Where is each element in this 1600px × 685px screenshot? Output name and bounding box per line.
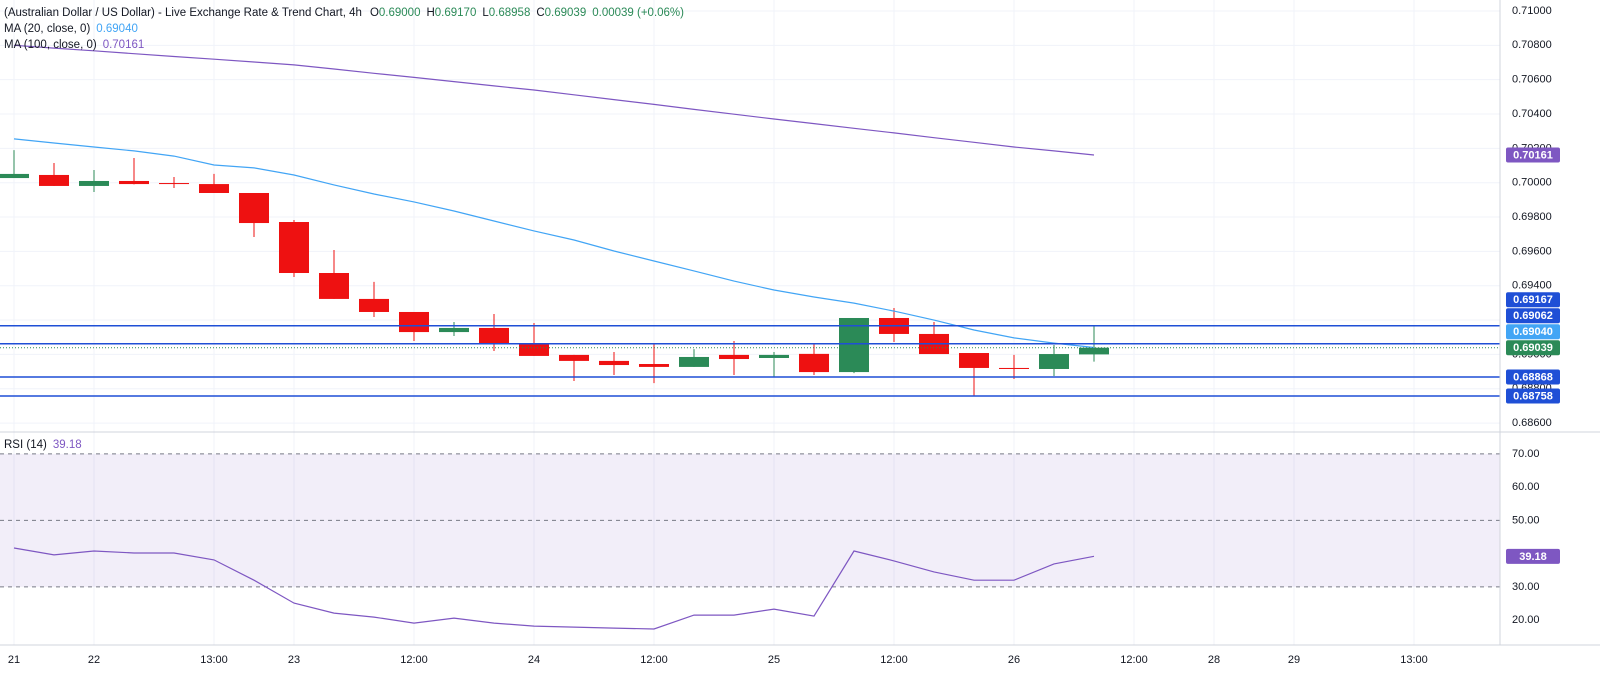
x-tick-label: 13:00 — [1400, 654, 1428, 666]
y-tick-label: 0.68600 — [1512, 417, 1552, 429]
ohlc-value: 0.69000 — [379, 7, 421, 19]
x-tick-label: 12:00 — [1120, 654, 1148, 666]
label-layer: 0.68758 0.68868 0.69039 0.69040 0.69062 0.691… — [1506, 147, 1560, 564]
chart-title: (Australian Dollar / US Dollar) - Live E… — [4, 7, 362, 19]
header: (Australian Dollar / US Dollar) - Live E… — [4, 7, 684, 19]
x-tick-label: 28 — [1208, 654, 1220, 666]
candle-body — [999, 367, 1029, 369]
price-label: 0.68758 — [1513, 390, 1553, 402]
grid-layer — [0, 0, 1500, 645]
price-label: 0.69062 — [1513, 310, 1553, 322]
y-tick-label: 0.70600 — [1512, 74, 1552, 86]
price-label-box — [1506, 369, 1560, 385]
x-tick-label: 23 — [288, 654, 300, 666]
series-line — [13, 44, 1095, 156]
candle-body — [0, 173, 29, 179]
candle-body — [199, 184, 229, 193]
y-tick-label: 70.00 — [1512, 448, 1540, 460]
price-label: 39.18 — [1519, 551, 1547, 563]
legend-value: 39.18 — [53, 439, 82, 451]
legend-value: 0.69040 — [96, 23, 138, 35]
x-tick-label: 12:00 — [640, 654, 668, 666]
plot-layer — [0, 44, 1500, 630]
ohlc-key: O — [370, 7, 379, 19]
price-label-box — [1506, 292, 1560, 308]
price-label-box — [1506, 340, 1560, 356]
price-label-box — [1506, 324, 1560, 340]
candle-body — [559, 354, 589, 361]
candle-body — [439, 327, 469, 333]
candle-body — [1039, 354, 1069, 369]
price-label: 0.68868 — [1513, 371, 1553, 383]
x-tick-label: 24 — [528, 654, 540, 666]
candle-body — [519, 343, 549, 356]
candle-body — [1079, 347, 1109, 355]
price-label: 0.70161 — [1513, 149, 1553, 161]
legend-entry: MA (20, close, 0) 0.69040 — [4, 23, 138, 35]
price-label-box — [1506, 388, 1560, 404]
y-tick-label: 60.00 — [1512, 481, 1540, 493]
price-label-box — [1506, 308, 1560, 324]
legend-name: MA (20, close, 0) — [4, 23, 90, 35]
candle-body — [959, 353, 989, 368]
y-tick-label: 30.00 — [1512, 581, 1540, 593]
price-label-box — [1506, 147, 1560, 163]
candle-body — [399, 311, 429, 333]
y-tick-label: 0.70000 — [1512, 177, 1552, 189]
ohlc-value: 0.69170 — [435, 7, 477, 19]
price-label: 0.69040 — [1513, 326, 1553, 338]
series-line — [13, 138, 1095, 349]
x-tick-label: 29 — [1288, 654, 1300, 666]
ohlc-value: 0.68958 — [489, 7, 531, 19]
series-line — [13, 547, 1095, 630]
candle-body — [479, 327, 509, 344]
candle-body — [639, 364, 669, 367]
candle-body — [599, 360, 629, 366]
candle-body — [79, 180, 109, 186]
candle-body — [119, 180, 149, 185]
y-tick-label: 50.00 — [1512, 514, 1540, 526]
legend-name: RSI (14) — [4, 439, 47, 451]
x-tick-label: 26 — [1008, 654, 1020, 666]
change: 0.00039 (+0.06%) — [592, 7, 684, 19]
price-label: 0.69039 — [1513, 342, 1553, 354]
candle-body — [719, 354, 749, 360]
candle-body — [239, 192, 269, 224]
price-label-box — [1506, 548, 1560, 564]
x-tick-label: 13:00 — [200, 654, 228, 666]
legend-value: 0.70161 — [103, 39, 145, 51]
candle-body — [679, 356, 709, 367]
y-tick-label: 0.69400 — [1512, 280, 1552, 292]
candle-body — [839, 317, 869, 373]
y-tick-label: 0.71000 — [1512, 5, 1552, 17]
y-tick-label: 0.69600 — [1512, 245, 1552, 257]
x-tick-label: 12:00 — [880, 654, 908, 666]
y-tick-label: 0.70800 — [1512, 39, 1552, 51]
legend-name: MA (100, close, 0) — [4, 39, 97, 51]
ohlc-key: H — [426, 7, 434, 19]
y-tick-label: 20.00 — [1512, 614, 1540, 626]
x-tick-label: 25 — [768, 654, 780, 666]
legend-entry: RSI (14) 39.18 — [4, 439, 82, 451]
candle-body — [359, 298, 389, 312]
candle-body — [759, 354, 789, 358]
y-tick-label: 0.70400 — [1512, 108, 1552, 120]
price-label: 0.69167 — [1513, 294, 1553, 306]
candle-body — [319, 273, 349, 299]
x-tick-label: 12:00 — [400, 654, 428, 666]
ohlc-value: 0.69039 — [545, 7, 587, 19]
legend-entry: MA (100, close, 0) 0.70161 — [4, 39, 144, 51]
ohlc-key: C — [536, 7, 544, 19]
candle-body — [799, 353, 829, 373]
ohlc-key: L — [482, 7, 489, 19]
candle-body — [279, 222, 309, 274]
x-tick-label: 21 — [8, 654, 20, 666]
y-tick-label: 0.69800 — [1512, 211, 1552, 223]
legend-layer: (Australian Dollar / US Dollar) - Live E… — [4, 7, 684, 451]
candle-body — [39, 174, 69, 186]
x-tick-label: 22 — [88, 654, 100, 666]
candle-body — [159, 183, 189, 185]
